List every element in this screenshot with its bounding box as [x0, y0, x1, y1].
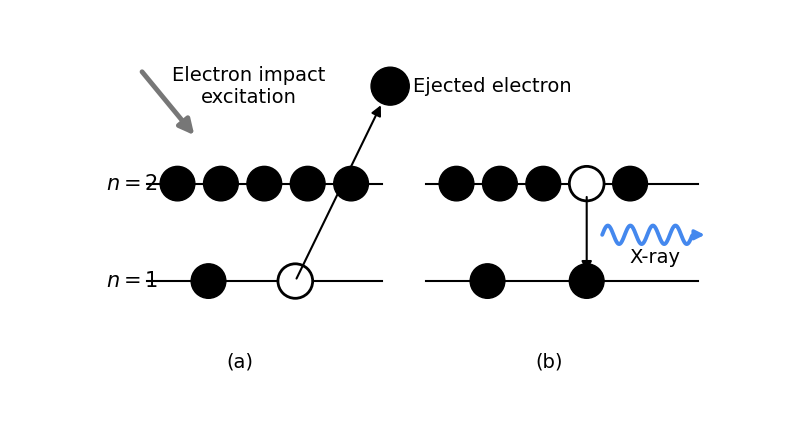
Text: Electron impact
excitation: Electron impact excitation: [172, 66, 326, 107]
Text: $n = 2$: $n = 2$: [106, 174, 158, 193]
Ellipse shape: [482, 166, 518, 201]
Ellipse shape: [570, 166, 604, 201]
Ellipse shape: [160, 166, 195, 201]
Text: X-ray: X-ray: [630, 248, 680, 267]
Ellipse shape: [613, 166, 647, 201]
Text: $n = 1$: $n = 1$: [106, 271, 158, 291]
Ellipse shape: [191, 264, 226, 298]
Text: Ejected electron: Ejected electron: [413, 77, 572, 96]
Ellipse shape: [278, 264, 313, 298]
Ellipse shape: [570, 264, 604, 298]
Ellipse shape: [290, 166, 325, 201]
Ellipse shape: [247, 166, 282, 201]
Ellipse shape: [526, 166, 561, 201]
Ellipse shape: [334, 166, 369, 201]
Text: (a): (a): [226, 353, 253, 372]
Text: (b): (b): [536, 353, 563, 372]
Ellipse shape: [470, 264, 505, 298]
Ellipse shape: [203, 166, 238, 201]
Ellipse shape: [439, 166, 474, 201]
Ellipse shape: [371, 67, 410, 105]
